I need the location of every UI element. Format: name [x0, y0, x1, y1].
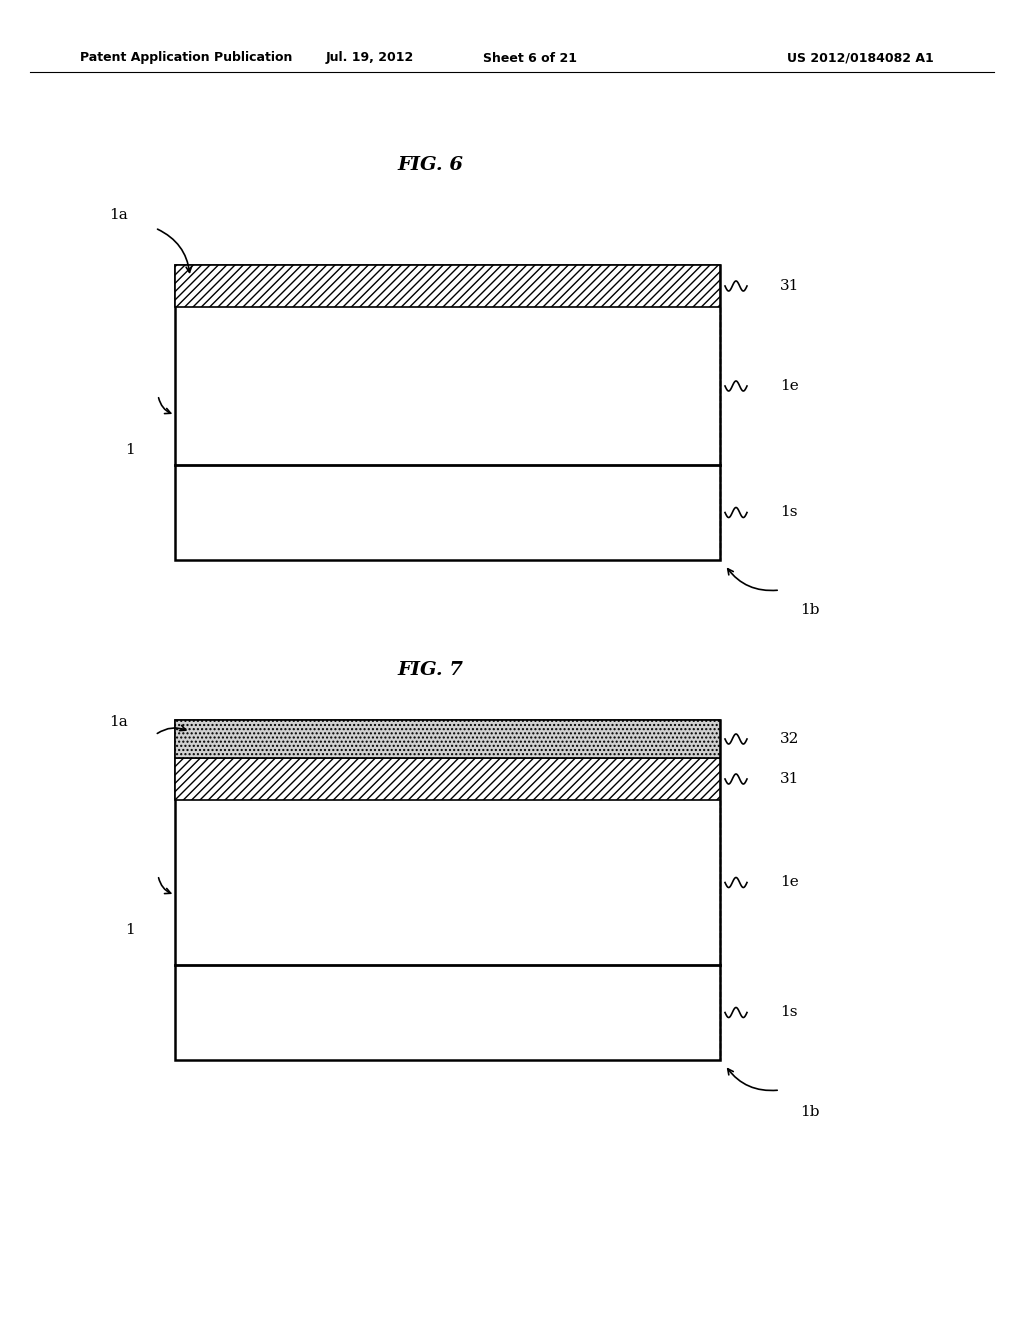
Text: Patent Application Publication: Patent Application Publication [80, 51, 293, 65]
Bar [175, 758, 720, 800]
Bar [175, 719, 720, 758]
Bar [175, 265, 720, 308]
Text: 31: 31 [780, 279, 800, 293]
Polygon shape [175, 265, 720, 560]
Text: 1: 1 [125, 923, 135, 937]
Text: Sheet 6 of 21: Sheet 6 of 21 [483, 51, 577, 65]
Text: Jul. 19, 2012: Jul. 19, 2012 [326, 51, 414, 65]
Text: 1b: 1b [800, 603, 819, 616]
Text: US 2012/0184082 A1: US 2012/0184082 A1 [786, 51, 933, 65]
Text: 32: 32 [780, 733, 800, 746]
Text: FIG. 7: FIG. 7 [397, 661, 463, 678]
Text: 1s: 1s [780, 1006, 798, 1019]
Text: FIG. 6: FIG. 6 [397, 156, 463, 174]
Text: 1a: 1a [110, 715, 128, 729]
Text: 31: 31 [780, 772, 800, 785]
Text: 1e: 1e [780, 875, 799, 890]
Polygon shape [175, 719, 720, 1060]
Text: 1b: 1b [800, 1105, 819, 1119]
Text: 1a: 1a [110, 209, 128, 222]
Text: 1e: 1e [780, 379, 799, 393]
Text: 1: 1 [125, 444, 135, 457]
Text: 1s: 1s [780, 506, 798, 520]
